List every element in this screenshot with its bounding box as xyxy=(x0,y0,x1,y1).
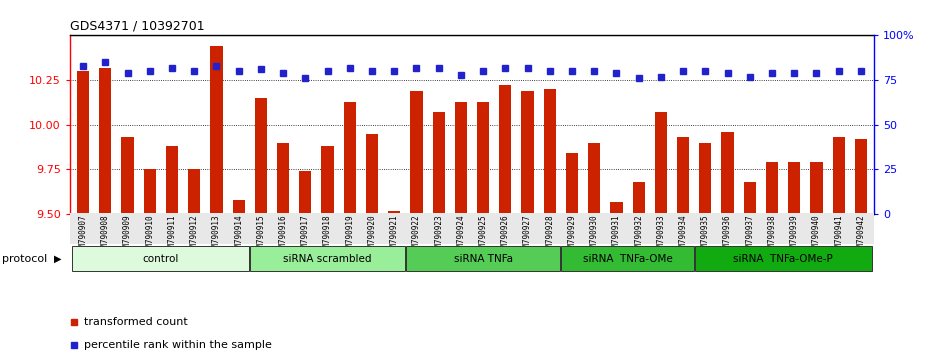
Text: GSM790910: GSM790910 xyxy=(145,215,154,256)
Text: GSM790909: GSM790909 xyxy=(123,215,132,256)
Bar xyxy=(477,102,489,214)
Bar xyxy=(277,143,289,214)
Text: GSM790928: GSM790928 xyxy=(545,215,554,256)
Text: GSM790938: GSM790938 xyxy=(767,215,777,256)
Text: GSM790923: GSM790923 xyxy=(434,215,443,256)
Bar xyxy=(388,211,400,214)
Text: GSM790913: GSM790913 xyxy=(212,215,221,256)
Text: GSM790931: GSM790931 xyxy=(612,215,621,256)
Text: GSM790927: GSM790927 xyxy=(523,215,532,256)
Text: GSM790940: GSM790940 xyxy=(812,215,821,256)
Text: GSM790920: GSM790920 xyxy=(367,215,377,256)
Text: GSM790917: GSM790917 xyxy=(300,215,310,256)
Text: GSM790911: GSM790911 xyxy=(167,215,177,256)
Text: GSM790907: GSM790907 xyxy=(78,215,87,256)
Bar xyxy=(455,102,467,214)
Text: GSM790914: GSM790914 xyxy=(234,215,243,256)
Bar xyxy=(588,143,600,214)
Text: GSM790919: GSM790919 xyxy=(345,215,354,256)
Bar xyxy=(810,162,822,214)
Bar xyxy=(365,134,379,214)
Text: GSM790932: GSM790932 xyxy=(634,215,644,256)
Bar xyxy=(632,182,644,214)
Bar xyxy=(166,146,178,214)
Text: GSM790933: GSM790933 xyxy=(657,215,665,256)
Bar xyxy=(344,102,356,214)
FancyBboxPatch shape xyxy=(405,246,561,271)
Text: GSM790941: GSM790941 xyxy=(834,215,844,256)
Text: GSM790942: GSM790942 xyxy=(857,215,866,256)
Text: siRNA  TNFa-OMe: siRNA TNFa-OMe xyxy=(583,253,672,264)
Text: GSM790930: GSM790930 xyxy=(590,215,599,256)
Text: protocol: protocol xyxy=(2,254,47,264)
Text: GSM790926: GSM790926 xyxy=(501,215,510,256)
Bar xyxy=(210,46,222,214)
Bar xyxy=(744,182,756,214)
Text: GDS4371 / 10392701: GDS4371 / 10392701 xyxy=(70,20,205,33)
Text: siRNA  TNFa-OMe-P: siRNA TNFa-OMe-P xyxy=(733,253,833,264)
Bar xyxy=(522,91,534,214)
Text: transformed count: transformed count xyxy=(85,317,188,327)
Text: ▶: ▶ xyxy=(54,254,61,264)
Text: percentile rank within the sample: percentile rank within the sample xyxy=(85,340,272,350)
Text: control: control xyxy=(142,253,179,264)
Bar xyxy=(299,171,312,214)
Bar xyxy=(544,89,556,214)
Text: GSM790925: GSM790925 xyxy=(479,215,487,256)
Bar xyxy=(77,71,89,214)
Bar xyxy=(832,137,844,214)
Text: GSM790921: GSM790921 xyxy=(390,215,399,256)
Text: siRNA scrambled: siRNA scrambled xyxy=(284,253,372,264)
Text: GSM790912: GSM790912 xyxy=(190,215,199,256)
Bar xyxy=(699,143,711,214)
Bar xyxy=(766,162,778,214)
Text: GSM790922: GSM790922 xyxy=(412,215,421,256)
Bar xyxy=(788,162,801,214)
Bar xyxy=(655,112,667,214)
Text: GSM790915: GSM790915 xyxy=(257,215,265,256)
Bar xyxy=(610,202,622,214)
Text: GSM790929: GSM790929 xyxy=(567,215,577,256)
Bar xyxy=(565,153,578,214)
Text: GSM790934: GSM790934 xyxy=(679,215,687,256)
Text: GSM790939: GSM790939 xyxy=(790,215,799,256)
FancyBboxPatch shape xyxy=(562,246,694,271)
Bar xyxy=(499,85,512,214)
Text: GSM790935: GSM790935 xyxy=(701,215,710,256)
Text: GSM790916: GSM790916 xyxy=(279,215,287,256)
FancyBboxPatch shape xyxy=(73,246,249,271)
Bar xyxy=(855,139,867,214)
Bar xyxy=(410,91,422,214)
FancyBboxPatch shape xyxy=(695,246,871,271)
Text: GSM790937: GSM790937 xyxy=(745,215,754,256)
Bar xyxy=(232,200,245,214)
Bar xyxy=(432,112,445,214)
Bar xyxy=(100,68,112,214)
Bar xyxy=(255,98,267,214)
Text: siRNA TNFa: siRNA TNFa xyxy=(454,253,512,264)
Text: GSM790908: GSM790908 xyxy=(100,215,110,256)
Bar xyxy=(122,137,134,214)
Bar xyxy=(677,137,689,214)
Bar xyxy=(322,146,334,214)
Bar xyxy=(188,170,200,214)
Text: GSM790936: GSM790936 xyxy=(723,215,732,256)
Text: GSM790918: GSM790918 xyxy=(323,215,332,256)
Text: GSM790924: GSM790924 xyxy=(457,215,465,256)
Bar xyxy=(722,132,734,214)
Bar xyxy=(143,170,156,214)
FancyBboxPatch shape xyxy=(250,246,405,271)
